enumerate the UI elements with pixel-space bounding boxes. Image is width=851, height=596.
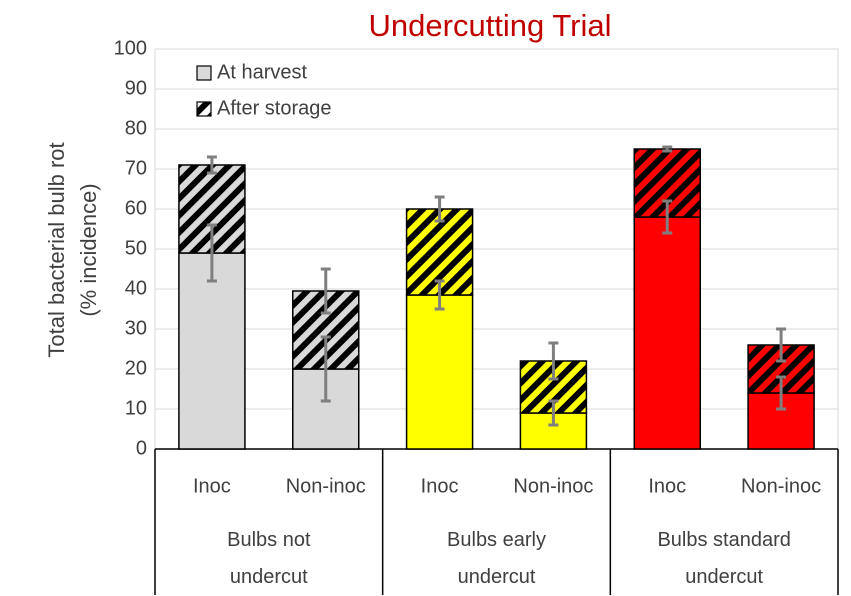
error-bar (548, 341, 559, 381)
x-tick-label: Non-inoc (286, 475, 366, 497)
y-axis-label: Total bacterial bulb rot (44, 142, 69, 357)
y-tick-label: 90 (125, 77, 147, 99)
bar-segment (178, 252, 246, 450)
y-axis-label: (% incidence) (76, 183, 101, 316)
legend-label: At harvest (217, 61, 307, 83)
x-tick-label: Non-inoc (741, 475, 821, 497)
group-label: Bulbs not undercut (227, 529, 311, 588)
y-tick-label: 10 (125, 397, 147, 419)
error-bar (548, 399, 559, 427)
error-bar (434, 195, 445, 223)
group-label: Bulbs early undercut (447, 529, 546, 588)
legend-swatch (196, 65, 212, 81)
x-tick-label: Inoc (421, 475, 459, 497)
y-tick-label: 80 (125, 117, 147, 139)
error-bar (662, 199, 673, 235)
error-bar (320, 335, 331, 403)
error-bar (776, 375, 787, 411)
error-bar (662, 145, 673, 153)
legend-label: After storage (217, 97, 332, 119)
error-bar (776, 327, 787, 363)
x-tick-label: Non-inoc (513, 475, 593, 497)
y-tick-label: 0 (136, 437, 147, 459)
x-tick-label: Inoc (193, 475, 231, 497)
x-tick-label: Inoc (648, 475, 686, 497)
y-tick-label: 70 (125, 157, 147, 179)
bar-segment (633, 216, 701, 450)
bar-segment (405, 294, 474, 450)
group-label: Bulbs standard undercut (657, 529, 791, 588)
y-tick-label: 40 (125, 277, 147, 299)
y-tick-label: 100 (114, 37, 147, 59)
error-bar (320, 267, 331, 315)
chart-title: Undercutting Trial (369, 8, 612, 43)
error-bar (206, 155, 217, 175)
error-bar (206, 223, 217, 283)
error-bar (434, 279, 445, 311)
y-tick-label: 20 (125, 357, 147, 379)
legend-swatch (196, 101, 212, 117)
y-tick-label: 60 (125, 197, 147, 219)
y-tick-label: 30 (125, 317, 147, 339)
y-tick-label: 50 (125, 237, 147, 259)
